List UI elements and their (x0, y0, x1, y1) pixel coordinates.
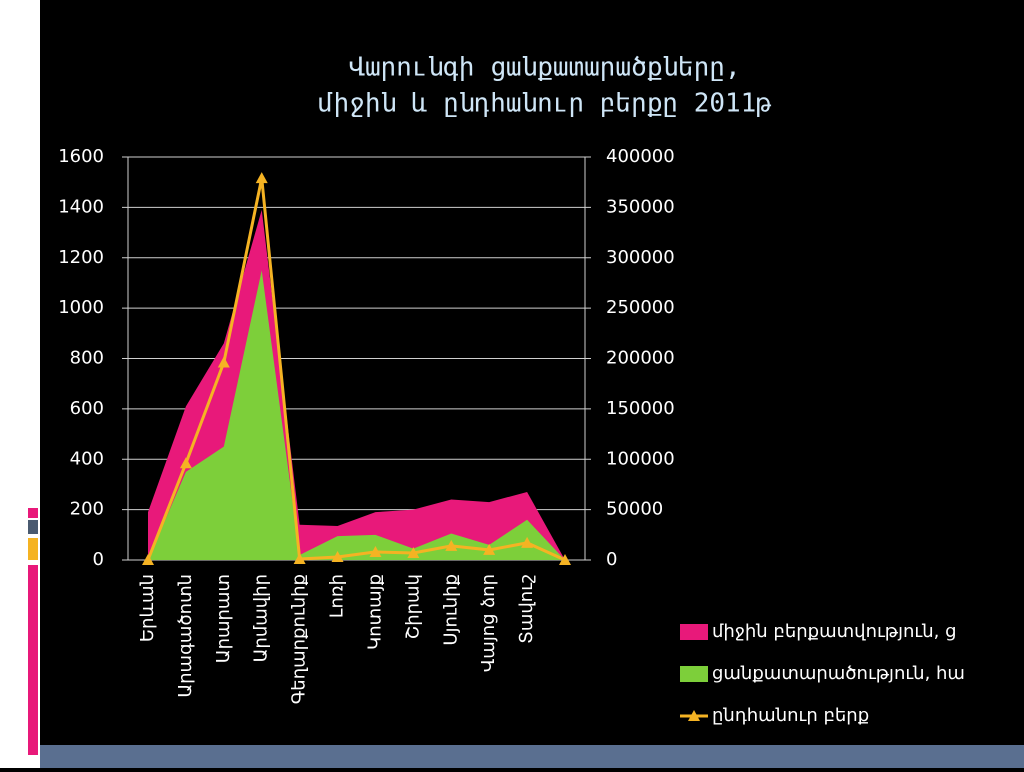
x-tick-label: Տավուշ (516, 574, 537, 644)
marker (407, 546, 420, 558)
y-tick-label: 600 (70, 398, 104, 419)
chart-title: Վարունգի ցանքատարածքները, (349, 53, 740, 83)
y-tick-label: 1600 (58, 146, 104, 167)
y2-tick-label: 350000 (606, 196, 675, 217)
marker (559, 554, 571, 565)
deco (22, 20, 38, 115)
x-tick-label: Շիրակ (402, 574, 423, 639)
marker (483, 543, 496, 555)
y-tick-label: 1000 (58, 297, 104, 318)
x-tick-label: Գեղարքունիք (289, 574, 310, 704)
legend-label: ընդհանուր բերք (712, 705, 869, 726)
legend-swatch (680, 666, 708, 682)
marker (217, 356, 230, 368)
x-tick-label: Վայոց ձոր (478, 574, 499, 672)
marker (445, 539, 458, 551)
x-tick-label: Կոտայք (364, 574, 385, 650)
legend-label: միջին բերքատվություն, ց (712, 621, 956, 642)
legend-label: ցանքատարածություն, հա (712, 663, 965, 684)
y2-tick-label: 250000 (606, 297, 675, 318)
marker (255, 172, 268, 184)
x-tick-label: Երևան (137, 574, 158, 642)
y-tick-label: 1200 (58, 247, 104, 268)
y2-tick-label: 0 (606, 549, 617, 570)
legend-swatch (680, 624, 708, 640)
y2-tick-label: 150000 (606, 398, 675, 419)
marker (142, 554, 154, 565)
legend-swatch (688, 710, 700, 721)
x-tick-label: Արագածոտն (175, 574, 196, 698)
x-tick-label: Արարատ (213, 574, 234, 663)
area (148, 270, 565, 560)
deco (28, 508, 38, 518)
marker (369, 545, 382, 557)
deco (28, 538, 38, 560)
y-tick-label: 800 (70, 348, 104, 369)
marker (521, 536, 534, 548)
x-tick-label: Սյունիք (440, 574, 461, 646)
chart-title: միջին և ընդհանուր բերքը 2011թ (318, 89, 772, 119)
y2-tick-label: 300000 (606, 247, 675, 268)
x-tick-label: Արմավիր (251, 574, 272, 662)
x-tick-label: Լոռի (327, 574, 348, 618)
line (146, 177, 566, 562)
y2-tick-label: 400000 (606, 146, 675, 167)
y-tick-label: 0 (93, 549, 104, 570)
marker (331, 550, 344, 562)
y2-tick-label: 50000 (606, 499, 663, 520)
y-tick-label: 1400 (58, 196, 104, 217)
marker (179, 457, 192, 469)
y2-tick-label: 200000 (606, 348, 675, 369)
y2-tick-label: 100000 (606, 448, 675, 469)
y-tick-label: 400 (70, 448, 104, 469)
deco (28, 520, 38, 534)
marker (293, 552, 306, 564)
y-tick-label: 200 (70, 499, 104, 520)
deco (28, 565, 38, 755)
bottom-bar (40, 745, 1024, 768)
